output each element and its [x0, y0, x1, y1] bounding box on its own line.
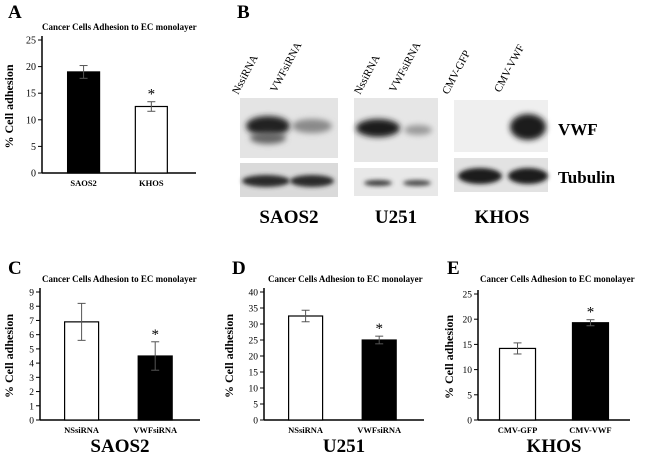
chart-a-tick-label: 15: [26, 89, 36, 100]
chart-e-tick-label: 25: [463, 291, 473, 301]
chart-a-tick-label: 10: [26, 115, 36, 126]
lane-label-u251-2: VWFsiRNA: [387, 40, 423, 94]
chart-c-tick-label: 9: [29, 289, 34, 299]
chart-c-bar: [63, 321, 100, 421]
chart-a-ylabel: % Cell adhesion: [2, 64, 16, 148]
chart-a-tick-label: 20: [26, 62, 36, 73]
chart-e-title: Cancer Cells Adhesion to EC monolayer: [480, 274, 635, 284]
chart-e-significance: *: [587, 305, 595, 321]
chart-d-category-label: NSsiRNA: [288, 425, 324, 435]
lane-label-khos-1: CMV-GFP: [440, 48, 473, 96]
chart-a: Cancer Cells Adhesion to EC monolayer % C…: [2, 22, 197, 188]
chart-c-tick-label: 7: [29, 317, 34, 327]
chart-e-xlabel: KHOS: [527, 436, 582, 457]
chart-c-tick-label: 3: [29, 374, 34, 384]
lane-label-u251-1: NssiRNA: [352, 53, 383, 96]
chart-c-tick-label: 6: [29, 331, 34, 341]
chart-a-bar: [134, 105, 168, 174]
chart-c-tick-label: 4: [29, 360, 34, 370]
chart-d-bar: [287, 315, 324, 421]
cell-line-label-saos2: SAOS2: [259, 207, 318, 228]
chart-d-tick-label: 30: [249, 321, 259, 331]
chart-d-tick-label: 5: [253, 401, 258, 411]
chart-a-category-label: KHOS: [139, 178, 164, 188]
chart-d-category-label: VWFsiRNA: [357, 425, 402, 435]
chart-e: Cancer Cells Adhesion to EC monolayer % C…: [442, 274, 635, 457]
cell-line-label-khos: KHOS: [475, 207, 530, 228]
lane-label-khos-2: CMV-VWF: [492, 43, 527, 95]
band-label-vwf: VWF: [558, 120, 598, 139]
chart-a-significance: *: [148, 87, 156, 103]
chart-c-significance: *: [151, 327, 159, 343]
chart-c-ylabel: % Cell adhesion: [2, 314, 16, 398]
chart-d-xlabel: U251: [323, 436, 365, 457]
chart-e-tick-label: 0: [467, 417, 472, 427]
panel-letter-a: A: [8, 2, 22, 23]
lane-label-saos2-2: VWFsiRNA: [268, 40, 304, 94]
chart-e-tick-label: 20: [463, 316, 473, 326]
chart-a-tick-label: 0: [31, 169, 36, 180]
chart-a-bar: [66, 71, 101, 174]
chart-c-tick-label: 1: [29, 402, 34, 412]
chart-d-bar: [361, 339, 397, 421]
lane-label-saos2-1: NssiRNA: [232, 53, 261, 96]
chart-a-tick-label: 25: [26, 36, 36, 47]
chart-d-tick-label: 25: [249, 337, 259, 347]
chart-e-tick-label: 15: [463, 341, 473, 351]
panel-letter-b: B: [237, 2, 250, 23]
chart-c-tick-label: 8: [29, 303, 34, 313]
chart-d-tick-label: 0: [253, 417, 258, 427]
chart-d-tick-label: 35: [249, 305, 259, 315]
chart-d-tick-label: 10: [249, 385, 259, 395]
blot-saos2-tubulin: [240, 163, 338, 197]
panel-letter-c: C: [8, 258, 22, 279]
western-blot-panel: NssiRNA VWFsiRNA NssiRNA VWFsiRNA CMV-GF…: [232, 40, 616, 228]
chart-e-category-label: CMV-VWF: [569, 425, 611, 435]
chart-e-tick-label: 5: [467, 391, 472, 401]
blot-u251-tubulin: [354, 168, 438, 196]
chart-c-tick-label: 2: [29, 388, 34, 398]
panel-letter-d: D: [232, 258, 246, 279]
blot-khos-vwf: [454, 100, 548, 152]
chart-e-bar: [498, 347, 537, 421]
chart-d-tick-label: 40: [249, 289, 259, 299]
chart-d: Cancer Cells Adhesion to EC monolayer % C…: [222, 274, 424, 457]
chart-c-tick-label: 0: [29, 417, 34, 427]
chart-e-tick-label: 10: [463, 366, 473, 376]
chart-c-title: Cancer Cells Adhesion to EC monolayer: [42, 274, 197, 284]
chart-d-title: Cancer Cells Adhesion to EC monolayer: [268, 274, 423, 284]
chart-d-significance: *: [375, 321, 383, 337]
chart-a-title: Cancer Cells Adhesion to EC monolayer: [42, 22, 197, 32]
chart-c-tick-label: 5: [29, 345, 34, 355]
chart-d-ylabel: % Cell adhesion: [222, 314, 236, 398]
chart-c-xlabel: SAOS2: [90, 436, 149, 457]
chart-e-ylabel: % Cell adhesion: [442, 315, 456, 399]
chart-a-tick-label: 5: [31, 142, 36, 153]
cell-line-label-u251: U251: [375, 207, 417, 228]
chart-e-category-label: CMV-GFP: [498, 425, 538, 435]
chart-d-tick-label: 20: [249, 353, 259, 363]
panel-letter-e: E: [447, 258, 460, 279]
chart-d-tick-label: 15: [249, 369, 259, 379]
chart-c-category-label: NSsiRNA: [64, 425, 100, 435]
chart-c-category-label: VWFsiRNA: [133, 425, 178, 435]
chart-c: Cancer Cells Adhesion to EC monolayer % C…: [2, 274, 200, 457]
blot-saos2-vwf: [240, 98, 338, 158]
chart-e-bar: [571, 322, 610, 421]
chart-a-category-label: SAOS2: [70, 178, 96, 188]
blot-u251-vwf: [354, 98, 438, 162]
band-label-tubulin: Tubulin: [558, 168, 616, 187]
blot-khos-tubulin: [454, 158, 548, 192]
